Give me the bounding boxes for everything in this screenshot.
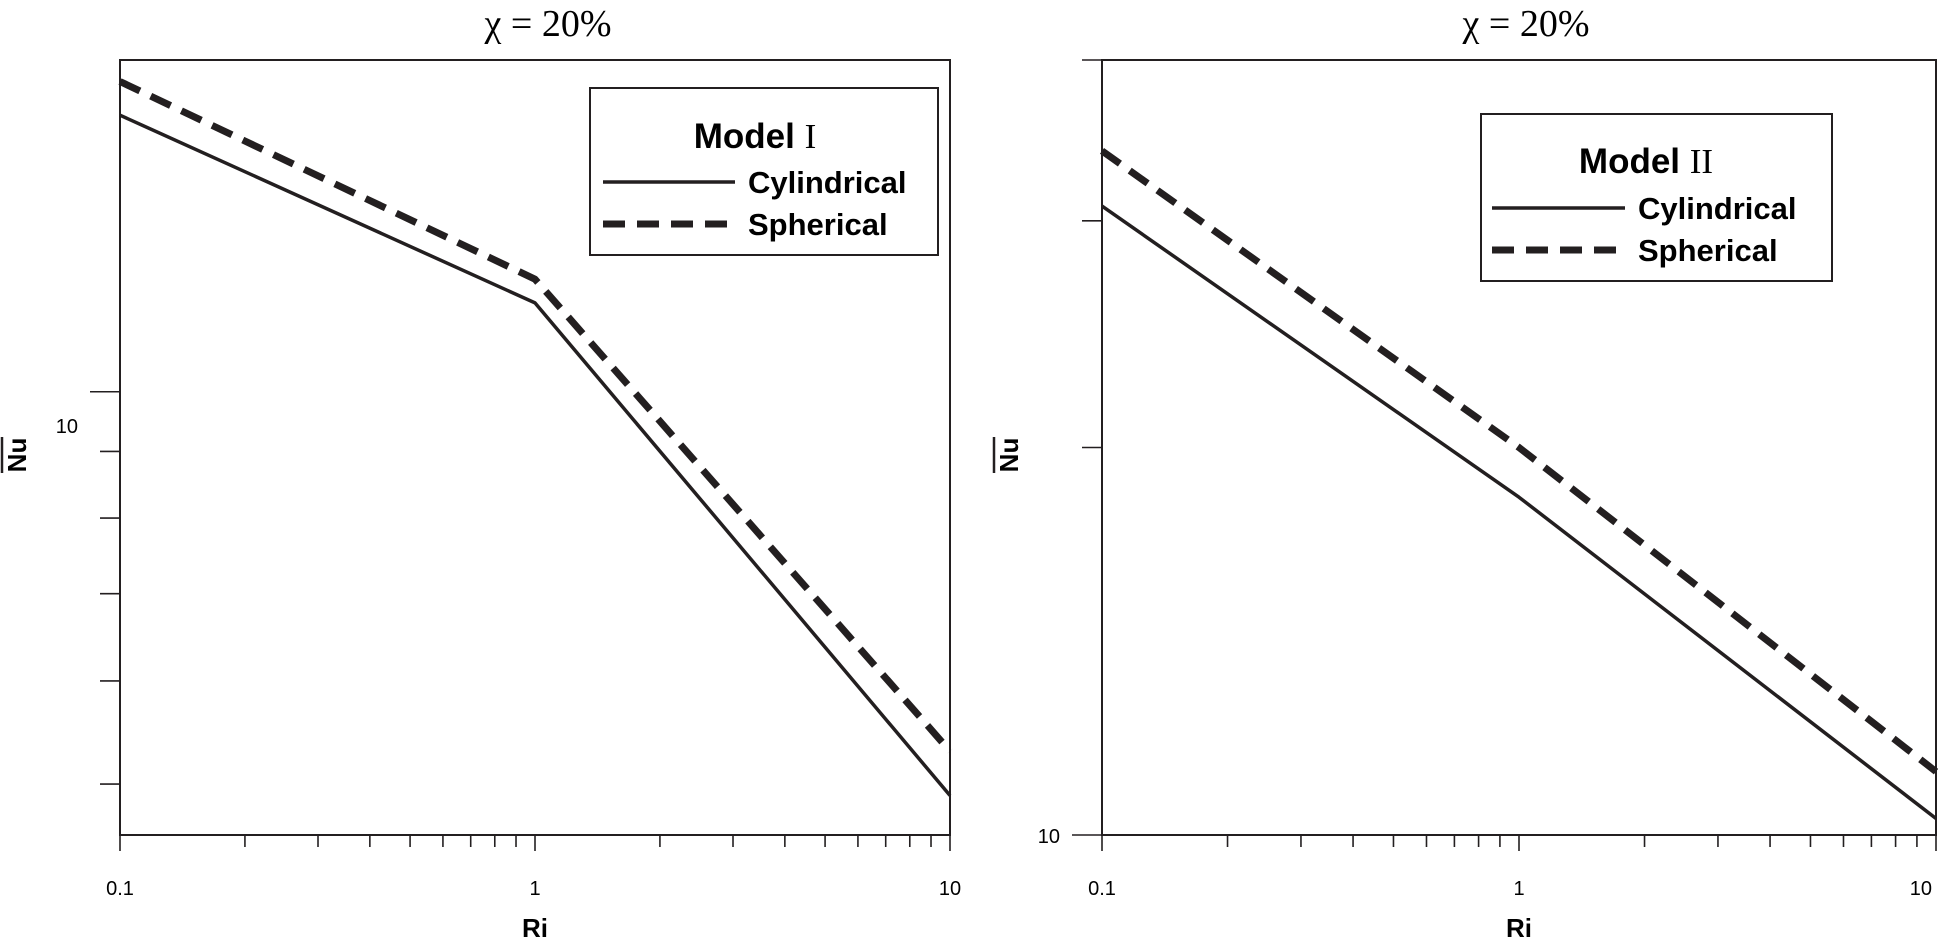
chart-1-x-tick-label-2: 10 xyxy=(939,878,961,900)
chart-1-title: χ = 20% xyxy=(484,3,612,45)
chart-2-series-spherical-line xyxy=(1099,148,1939,775)
chart-2-series-cylindrical-line xyxy=(1100,204,1938,820)
chart-1-x-tick-label-1: 1 xyxy=(529,878,540,900)
chart-2-x-ticks xyxy=(1101,835,1937,851)
chart-2-y-axis-label-group: Nu xyxy=(992,437,1024,473)
chart-2-legend-label-cylindrical: Cylindrical xyxy=(1638,191,1797,226)
chart-1-legend-title: Model I xyxy=(694,117,817,156)
chart-panel-1: χ = 20% 0.1 1 10 10 Ri Nu Model I Cylind… xyxy=(0,3,961,942)
chart-2-x-tick-label-2: 10 xyxy=(1910,878,1932,900)
chart-1-series-cylindrical-line xyxy=(119,113,952,797)
chart-2-y-ticks xyxy=(1072,59,1102,836)
chart-1-y-ticks xyxy=(90,390,120,785)
chart-1-legend-label-spherical: Spherical xyxy=(748,207,888,242)
chart-1-y-tick-label-0: 10 xyxy=(56,416,78,438)
chart-1-series-spherical-line xyxy=(118,78,953,754)
chart-1-x-axis-label: Ri xyxy=(522,913,548,942)
chart-2-legend-label-spherical: Spherical xyxy=(1638,233,1778,268)
chart-2-x-tick-label-0: 0.1 xyxy=(1088,878,1116,900)
chart-2-y-axis-label: Nu xyxy=(994,438,1024,473)
chart-2-title: χ = 20% xyxy=(1462,3,1590,45)
chart-2-legend-title: Model II xyxy=(1579,142,1713,181)
chart-2-legend: Model II Cylindrical Spherical xyxy=(1480,113,1833,282)
chart-1-x-ticks xyxy=(119,835,951,851)
chart-1-legend-label-cylindrical: Cylindrical xyxy=(748,165,907,200)
chart-1-x-tick-label-0: 0.1 xyxy=(106,878,134,900)
chart-2-x-tick-label-1: 1 xyxy=(1513,878,1524,900)
chart-1-y-axis-label-group: Nu xyxy=(0,437,32,473)
chart-panel-2: χ = 20% 0.1 1 10 10 Ri Nu Model II Cylin… xyxy=(992,3,1939,942)
chart-1-legend: Model I Cylindrical Spherical xyxy=(589,87,939,256)
chart-2-y-tick-label-0: 10 xyxy=(1038,826,1060,848)
chart-2-x-axis-label: Ri xyxy=(1506,913,1532,942)
chart-1-y-axis-label: Nu xyxy=(2,438,32,473)
